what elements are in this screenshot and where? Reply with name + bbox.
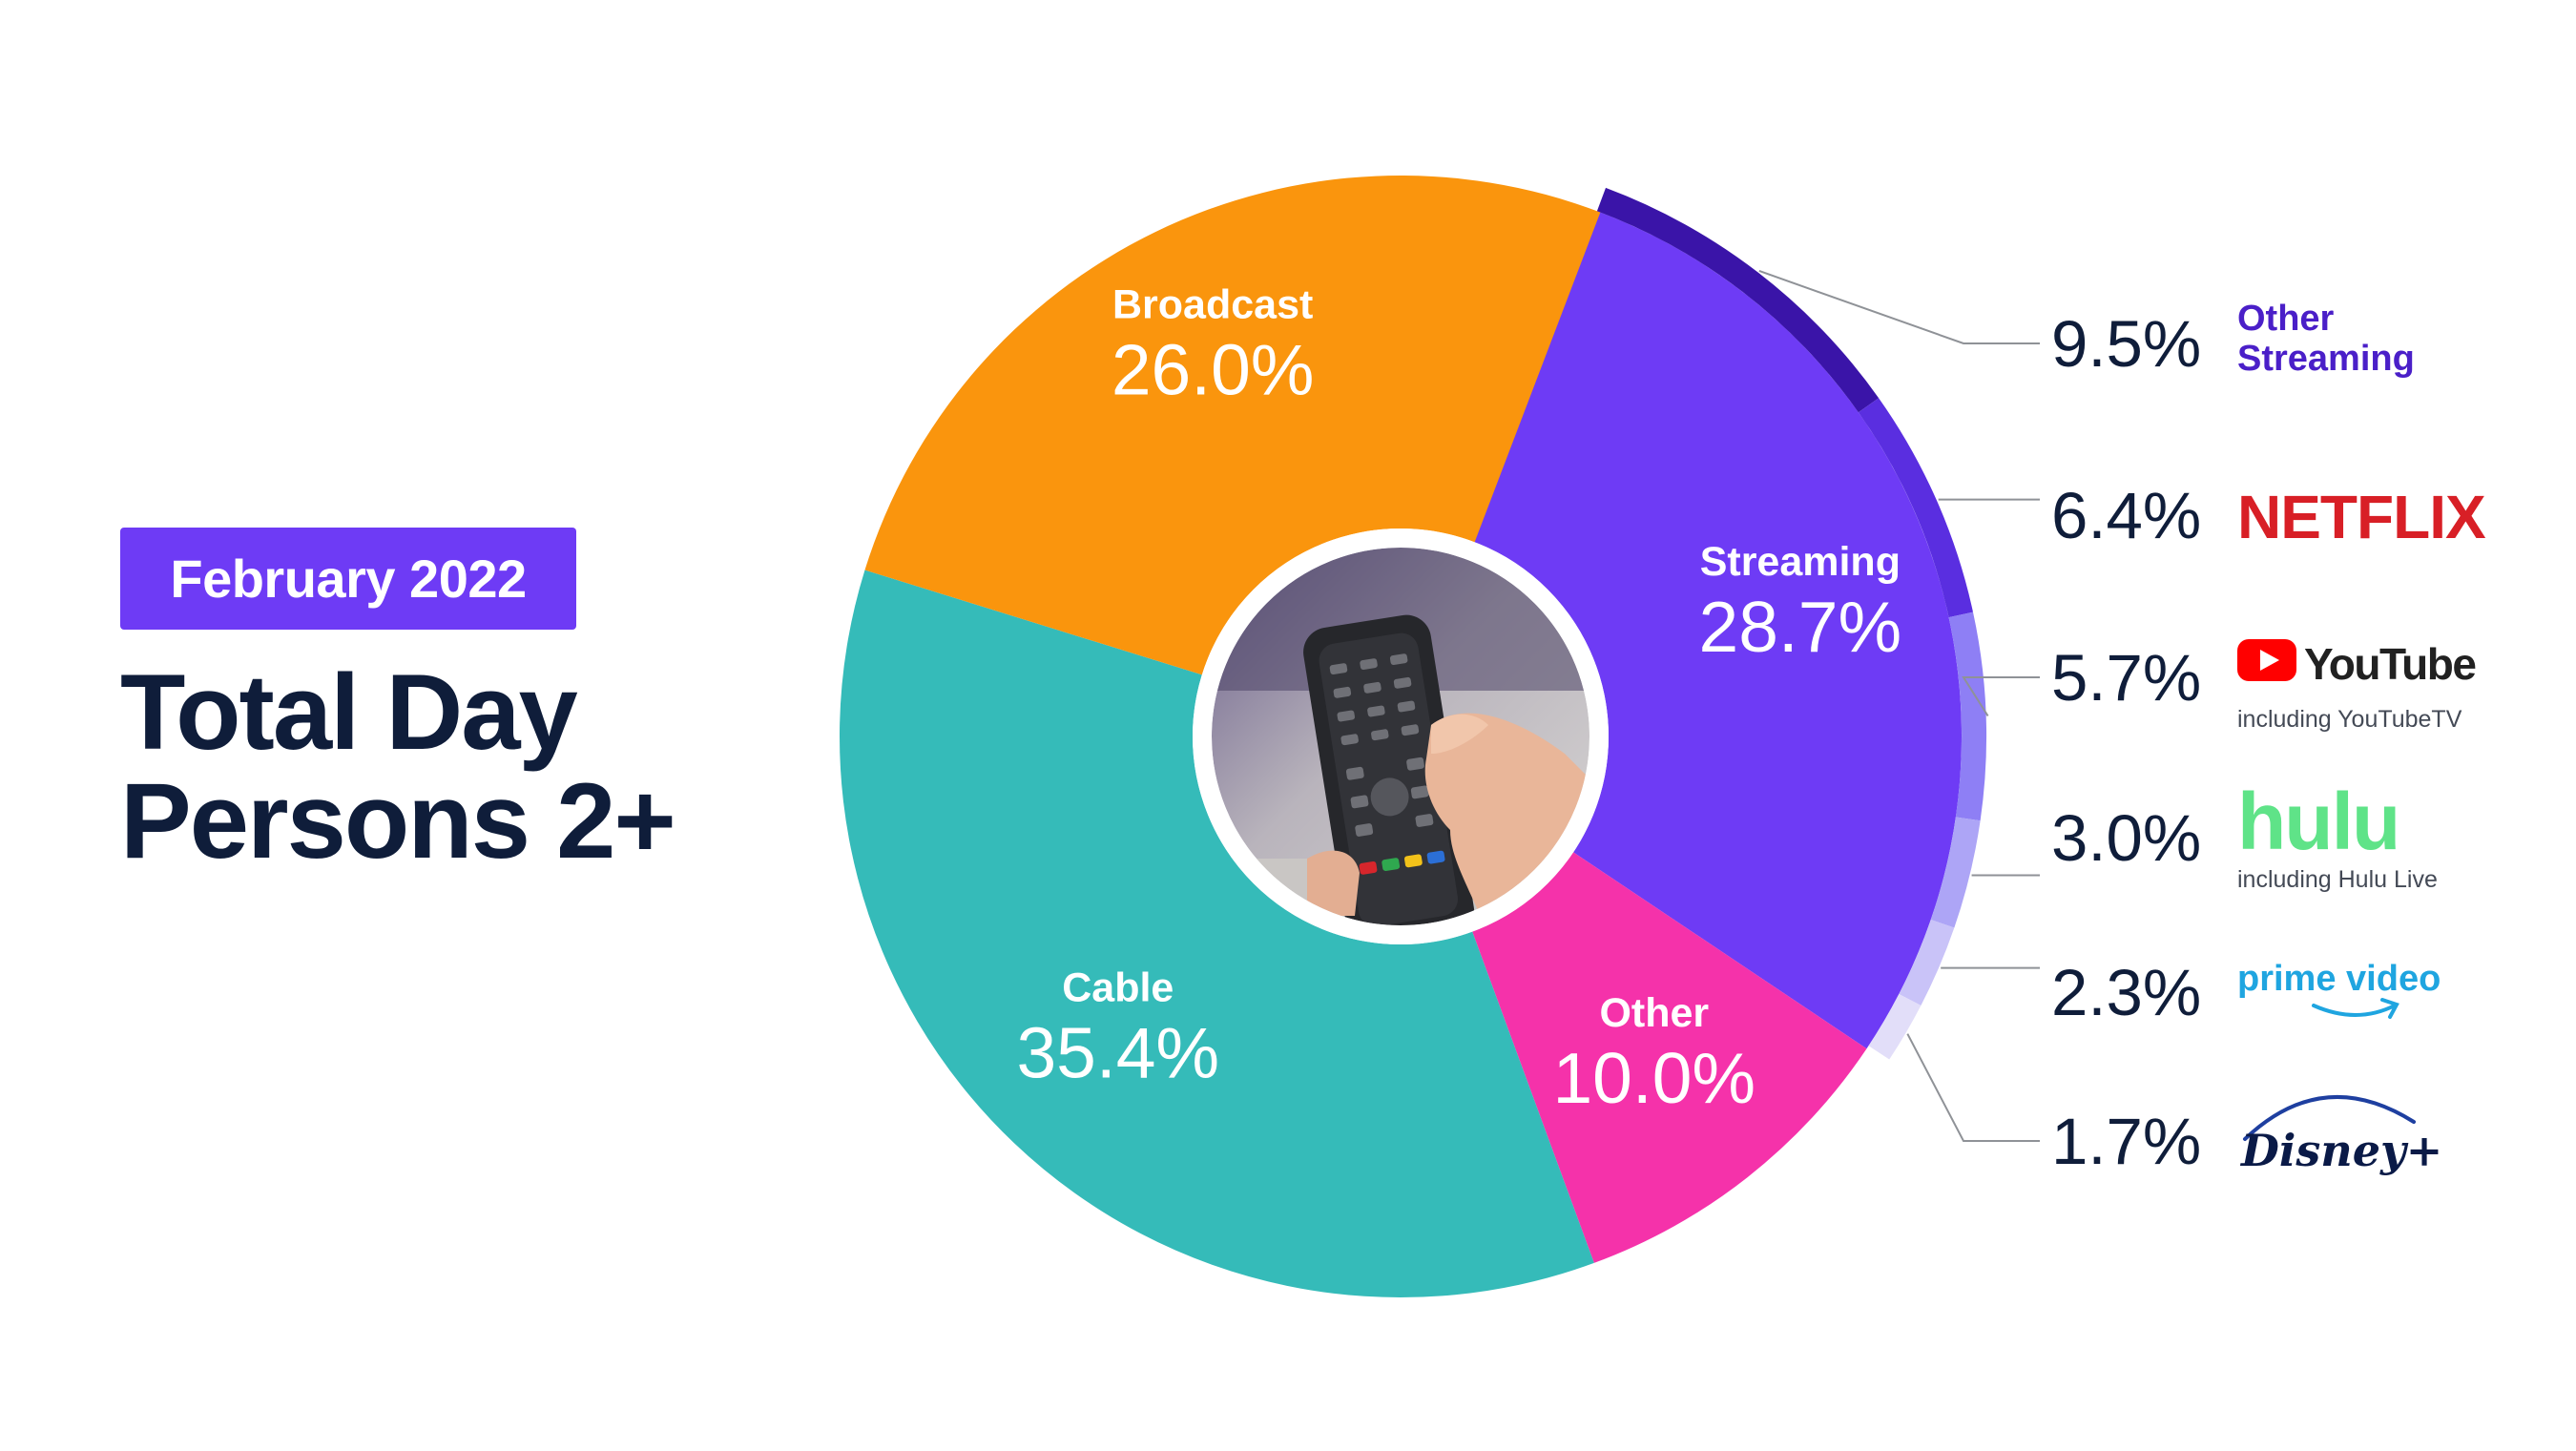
leader-line-other-streaming (1758, 270, 2040, 344)
ring-segment-other-streaming (1596, 187, 1880, 413)
ring-segment-youtube (1948, 611, 1986, 821)
prime-video-smile-icon (2312, 998, 2399, 1019)
ring-segment-prime-video (1899, 920, 1955, 1005)
legend-value-youtube: 5.7% (2051, 641, 2201, 715)
legend-value-netflix: 6.4% (2051, 479, 2201, 552)
slice-streaming (1401, 211, 1962, 1049)
legend-leader-lines (1758, 270, 2040, 1142)
prime-video-logo: prime video (2237, 959, 2441, 999)
ring-segment-disney (1868, 994, 1922, 1060)
chart-title-line-1: Total Day (120, 653, 578, 772)
legend-value-other-streaming: 9.5% (2051, 307, 2201, 381)
streaming-breakdown-ring (1596, 187, 1986, 1060)
slice-value-broadcast: 26.0% (1111, 329, 1315, 409)
ring-segment-netflix (1858, 398, 1973, 618)
disney-plus-logo: Disney+ (2239, 1125, 2442, 1176)
netflix-logo: NETFLIX (2237, 483, 2486, 551)
slice-label-other: Other (1599, 990, 1709, 1036)
chart-title: Total Day Persons 2+ (120, 653, 676, 881)
youtube-wordmark: YouTube (2304, 639, 2476, 689)
leader-line-youtube (1962, 676, 2040, 717)
slice-value-cable: 35.4% (1016, 1013, 1219, 1093)
chart-title-line-2: Persons 2+ (120, 761, 676, 881)
hulu-note: including Hulu Live (2237, 866, 2438, 893)
legend-label-other-streaming-line-2: Streaming (2237, 339, 2415, 379)
legend-label-other-streaming-line-1: Other (2237, 299, 2335, 339)
date-badge-label: February 2022 (170, 549, 527, 609)
legend-value-hulu: 3.0% (2051, 801, 2201, 875)
slice-label-cable: Cable (1062, 965, 1174, 1011)
leader-line-disney (1906, 1033, 2040, 1142)
disney-plus-arc-icon (2243, 1095, 2416, 1141)
hulu-logo: hulu (2237, 777, 2399, 866)
legend-value-prime-video: 2.3% (2051, 956, 2201, 1029)
slice-label-broadcast: Broadcast (1112, 281, 1313, 327)
slice-value-other: 10.0% (1552, 1038, 1755, 1118)
slice-label-streaming: Streaming (1700, 539, 1901, 585)
youtube-logo (2237, 639, 2296, 681)
date-badge: February 2022 (120, 528, 576, 630)
ring-segment-hulu (1930, 817, 1981, 928)
youtube-note: including YouTubeTV (2237, 706, 2462, 733)
slice-value-streaming: 28.7% (1699, 587, 1902, 667)
legend-value-disney: 1.7% (2051, 1105, 2201, 1178)
